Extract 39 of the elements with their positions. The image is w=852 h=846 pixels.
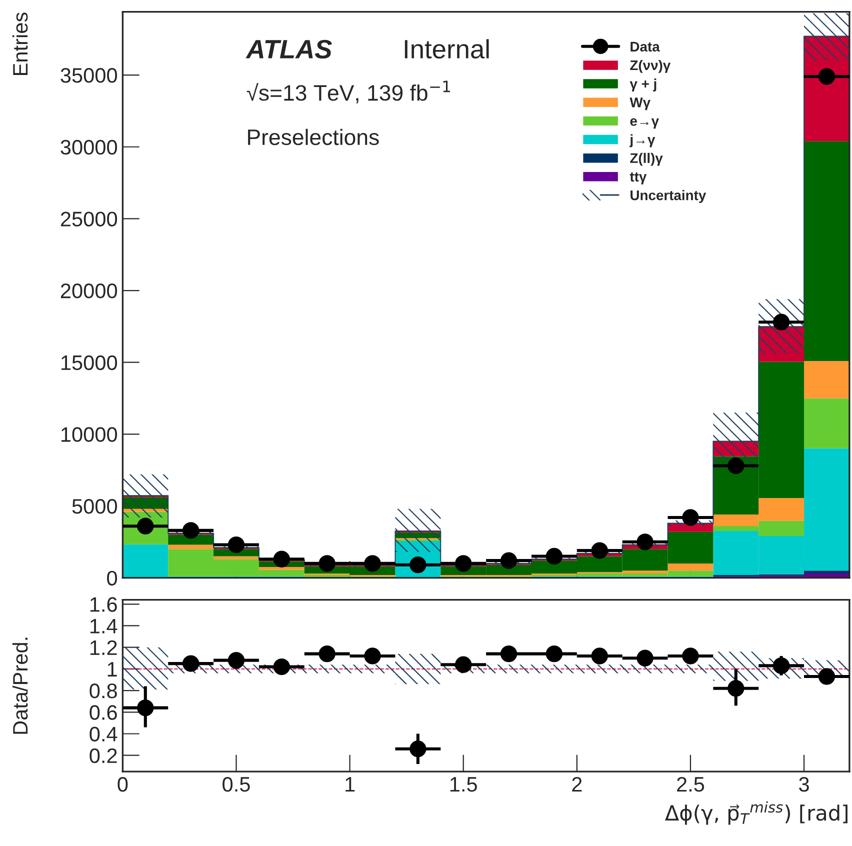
y-tick-label: 1.6 (90, 597, 117, 612)
y-tick-label: 1.4 (90, 618, 118, 634)
y-tick-label: 0 (107, 570, 118, 586)
annotation: Preselections (248, 128, 379, 146)
y-tick-label: 25000 (60, 212, 118, 226)
x-tick-label: 2 (572, 776, 582, 792)
annotation: Internal (404, 39, 489, 59)
y-tick-label: 0.8 (90, 684, 117, 698)
y-tick-label: 20000 (60, 284, 118, 298)
y-tick-label: 1.2 (90, 640, 117, 655)
legend-label: e→γ (630, 118, 660, 129)
x-tick-label: 3 (799, 776, 809, 792)
annotation: ATLAS (246, 40, 332, 59)
y-tick-label: 5000 (72, 498, 118, 514)
x-tick-label: 2.5 (677, 776, 704, 792)
y-tick-label: 35000 (60, 68, 118, 83)
y-tick-label: 30000 (60, 140, 118, 155)
x-tick-label: 0.5 (222, 776, 250, 792)
x-tick-label: 1 (346, 777, 355, 792)
y-tick-label: 0.4 (90, 726, 118, 742)
y-tick-label: 10000 (61, 427, 118, 442)
legend-label: ttγ (630, 172, 647, 184)
annotation: √s=13 TeV, 139 fb$^{−1}$ (246, 80, 450, 104)
legend-label: Data (630, 42, 660, 52)
y-tick-label: 0.2 (90, 748, 117, 764)
x-axis-title: Δϕ(γ, p⃗$_{T}$$^{miss}$) [rad] (665, 801, 848, 825)
legend-label: Z(ll)γ (630, 152, 663, 166)
legend-label: Z(νν)γ (630, 60, 671, 73)
y-tick-label: 0.6 (90, 705, 117, 720)
legend-label: Wγ (630, 98, 650, 110)
x-tick-label: 0 (118, 776, 128, 792)
y-tick-label: 1 (108, 662, 117, 676)
y-tick-label: 15000 (61, 355, 118, 370)
y-axis-title: Data/Pred. (12, 638, 28, 734)
y-axis-title: Entries (12, 12, 28, 75)
legend-label: j→γ (630, 134, 656, 148)
legend-label: Uncertainty (630, 190, 706, 203)
x-tick-label: 1.5 (450, 777, 477, 792)
legend-label: γ + j (630, 78, 656, 92)
